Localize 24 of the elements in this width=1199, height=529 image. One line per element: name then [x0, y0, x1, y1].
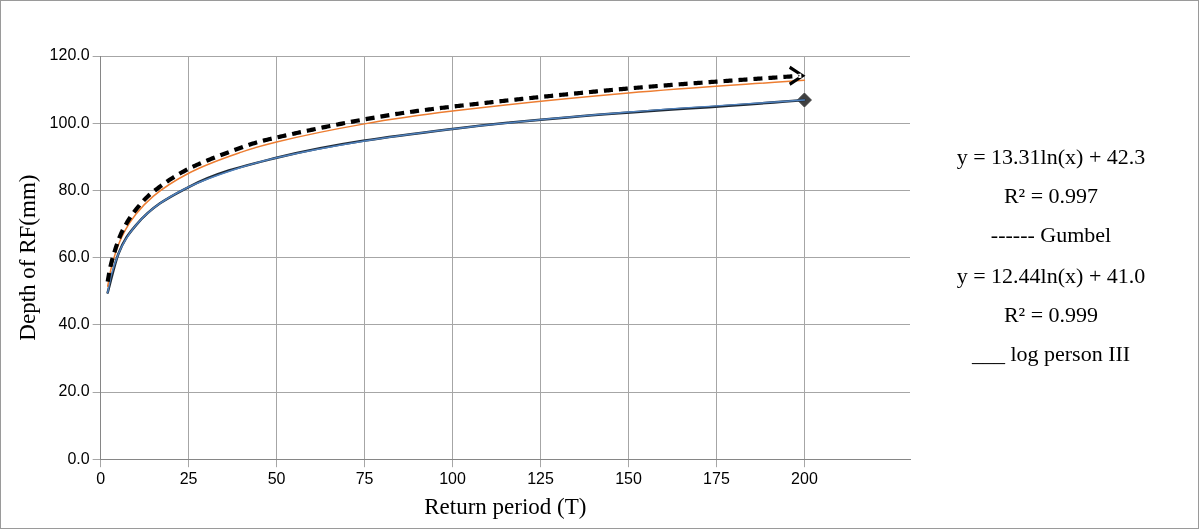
- text: ___ log person III: [970, 341, 1132, 367]
- y-tick-label: 100.0: [49, 113, 90, 131]
- text: y = 12.44ln(x) + 41.0: [955, 263, 1147, 289]
- x-tick-label: 125: [527, 470, 554, 488]
- text: R² = 0.999: [1002, 302, 1100, 328]
- text: y = 13.31ln(x) + 42.3: [955, 144, 1147, 170]
- text: ------ Gumbel: [989, 222, 1113, 248]
- y-tick-label: 0.0: [67, 449, 90, 467]
- y-tick-label: 60.0: [58, 248, 90, 266]
- x-tick-label: 75: [355, 470, 374, 488]
- x-tick-label: 100: [439, 470, 466, 488]
- y-tick-label: 80.0: [58, 180, 90, 198]
- text: R² = 0.997: [1002, 183, 1100, 209]
- y-tick-label: 40.0: [58, 315, 90, 333]
- x-tick-label: 50: [267, 470, 286, 488]
- x-axis-title: Return period (T): [424, 494, 587, 520]
- x-tick-label: 0: [96, 470, 106, 488]
- x-tick-label: 175: [703, 470, 730, 488]
- x-tick-label: 200: [791, 470, 818, 488]
- y-tick-label: 120.0: [49, 46, 90, 64]
- y-tick-label: 20.0: [58, 382, 90, 400]
- x-tick-label: 150: [615, 470, 642, 488]
- x-tick-label: 25: [179, 470, 198, 488]
- y-axis-title: Depth of RF(mm): [14, 174, 40, 341]
